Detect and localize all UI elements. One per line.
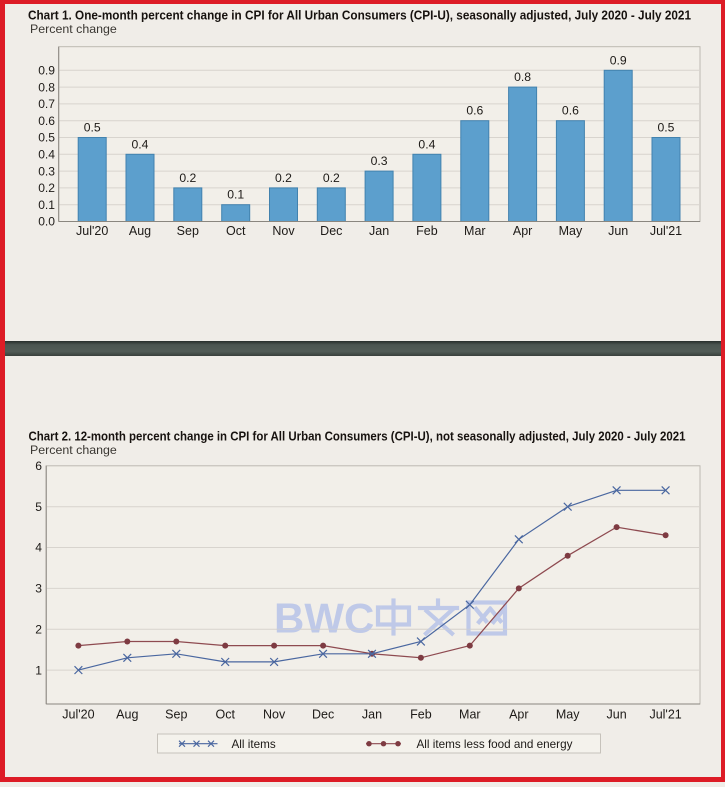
svg-text:0.1: 0.1 (227, 188, 244, 202)
svg-text:Feb: Feb (416, 224, 438, 238)
svg-text:0.0: 0.0 (38, 215, 55, 229)
svg-text:0.5: 0.5 (84, 121, 101, 135)
svg-text:0.8: 0.8 (514, 70, 531, 84)
svg-text:Jan: Jan (369, 224, 389, 238)
svg-text:0.6: 0.6 (562, 104, 579, 118)
svg-text:Feb: Feb (410, 708, 432, 722)
svg-text:Jun: Jun (608, 224, 628, 238)
svg-text:Dec: Dec (320, 224, 342, 238)
svg-text:Mar: Mar (459, 708, 481, 722)
svg-text:1: 1 (35, 663, 42, 677)
svg-text:0.2: 0.2 (323, 171, 340, 185)
svg-text:Dec: Dec (312, 708, 334, 722)
svg-text:Jun: Jun (607, 708, 627, 722)
svg-text:0.8: 0.8 (38, 80, 55, 94)
svg-text:0.7: 0.7 (38, 97, 55, 111)
svg-text:Jan: Jan (362, 708, 382, 722)
svg-text:0.2: 0.2 (275, 171, 292, 185)
svg-text:0.5: 0.5 (658, 121, 675, 135)
svg-text:0.4: 0.4 (418, 137, 435, 151)
svg-text:All items: All items (232, 738, 276, 751)
svg-text:0.9: 0.9 (38, 64, 55, 78)
svg-text:Jul'20: Jul'20 (62, 708, 94, 722)
svg-text:May: May (556, 708, 580, 722)
svg-text:0.3: 0.3 (38, 164, 55, 178)
svg-text:Nov: Nov (263, 708, 286, 722)
svg-text:Oct: Oct (226, 224, 246, 238)
svg-text:Jul'21: Jul'21 (650, 224, 682, 238)
svg-text:Apr: Apr (513, 224, 532, 238)
svg-text:0.2: 0.2 (179, 171, 196, 185)
svg-text:Mar: Mar (464, 224, 486, 238)
svg-text:0.4: 0.4 (38, 148, 55, 162)
svg-text:Jul'20: Jul'20 (76, 224, 108, 238)
svg-text:3: 3 (35, 582, 42, 596)
svg-text:May: May (559, 224, 583, 238)
svg-text:5: 5 (35, 500, 42, 514)
svg-text:Chart 1. One-month percent cha: Chart 1. One-month percent change in CPI… (28, 8, 691, 23)
svg-text:Percent change: Percent change (30, 22, 117, 36)
svg-text:0.5: 0.5 (38, 131, 55, 145)
svg-text:Apr: Apr (509, 708, 528, 722)
svg-text:0.2: 0.2 (38, 181, 55, 195)
svg-text:2: 2 (35, 622, 42, 636)
svg-text:Sep: Sep (165, 708, 187, 722)
svg-text:Chart 2. 12-month percent chan: Chart 2. 12-month percent change in CPI … (29, 429, 686, 444)
svg-text:Aug: Aug (116, 708, 138, 722)
svg-text:0.9: 0.9 (610, 53, 627, 67)
svg-text:4: 4 (35, 541, 42, 555)
svg-text:0.3: 0.3 (371, 154, 388, 168)
svg-text:Percent change: Percent change (30, 443, 117, 457)
svg-text:All items less food and energy: All items less food and energy (417, 738, 573, 751)
svg-text:Jul'21: Jul'21 (649, 708, 681, 722)
svg-text:6: 6 (35, 459, 42, 473)
svg-text:0.6: 0.6 (466, 104, 483, 118)
svg-text:Sep: Sep (177, 224, 199, 238)
svg-text:Oct: Oct (215, 708, 235, 722)
svg-text:BWC: BWC (274, 595, 374, 642)
svg-text:Nov: Nov (272, 224, 295, 238)
svg-text:Aug: Aug (129, 224, 151, 238)
svg-text:0.6: 0.6 (38, 114, 55, 128)
svg-text:0.1: 0.1 (38, 198, 55, 212)
svg-text:0.4: 0.4 (132, 137, 149, 151)
